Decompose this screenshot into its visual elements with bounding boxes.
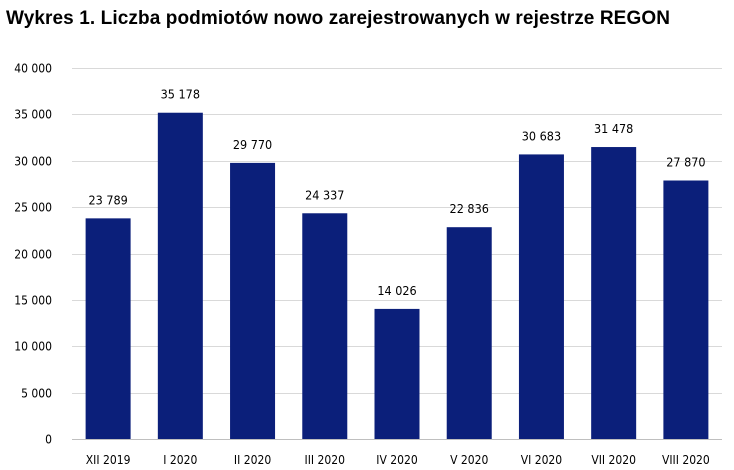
- data-label: 31 478: [594, 121, 633, 136]
- bar: [446, 227, 492, 439]
- y-tick-label: 40 000: [14, 62, 52, 76]
- x-tick-label: XII 2019: [86, 453, 131, 467]
- y-tick-label: 30 000: [14, 155, 52, 169]
- y-axis-ticks: 0 5 000 10 000 15 000 20 000 25 000 30 000 35 0…: [14, 62, 52, 447]
- bar: [374, 308, 420, 439]
- data-label: 30 683: [522, 128, 561, 143]
- bar: [230, 162, 276, 440]
- bar: [85, 218, 131, 439]
- y-tick-label: 10 000: [14, 340, 52, 354]
- x-tick-label: I 2020: [163, 453, 197, 467]
- data-label: 14 026: [377, 283, 416, 298]
- y-tick-label: 5 000: [21, 387, 52, 401]
- bar: [591, 147, 637, 439]
- data-label: 24 337: [305, 187, 344, 202]
- data-label: 27 870: [666, 155, 705, 170]
- x-tick-label: V 2020: [450, 453, 488, 467]
- x-tick-label: IV 2020: [376, 453, 418, 467]
- x-tick-label: VIII 2020: [662, 453, 710, 467]
- bars: [85, 112, 709, 440]
- bar: [302, 213, 348, 439]
- chart-title: Wykres 1. Liczba podmiotów nowo zarejest…: [6, 8, 671, 29]
- data-label: 22 836: [450, 201, 489, 216]
- x-tick-label: II 2020: [234, 453, 271, 467]
- y-tick-label: 0: [45, 433, 52, 447]
- x-tick-label: III 2020: [305, 453, 346, 467]
- y-tick-label: 25 000: [14, 201, 52, 215]
- bar: [157, 112, 203, 439]
- x-axis-ticks: XII 2019 I 2020 II 2020 III 2020 IV 2020 V 20…: [86, 453, 710, 467]
- bar: [663, 180, 709, 440]
- data-label: 35 178: [161, 87, 200, 102]
- data-label: 29 770: [233, 137, 272, 152]
- data-label: 23 789: [88, 192, 127, 207]
- y-tick-label: 35 000: [14, 108, 52, 122]
- x-tick-label: VI 2020: [521, 453, 563, 467]
- data-labels: 23 789 35 178 29 770 24 337 14 026 22 836 30 6…: [88, 87, 705, 298]
- bar: [518, 154, 564, 440]
- y-tick-label: 20 000: [14, 248, 52, 262]
- y-tick-label: 15 000: [14, 294, 52, 308]
- x-tick-label: VII 2020: [591, 453, 636, 467]
